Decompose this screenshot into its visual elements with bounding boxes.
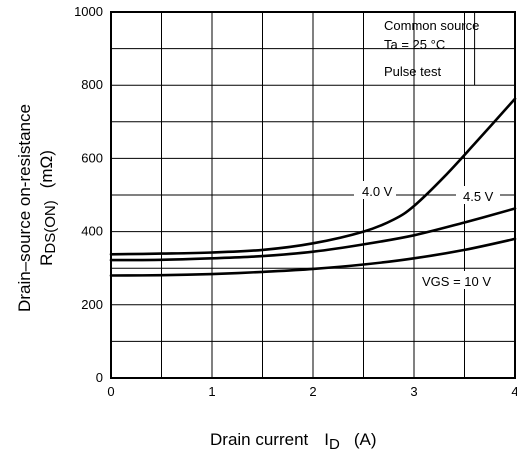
x-tick-label: 2 (309, 384, 316, 399)
label-bg-4v (354, 181, 396, 199)
label-bg-10v (418, 271, 506, 289)
y-axis-label: Drain–source on-resistance RDS(ON)(mΩ) (15, 104, 59, 312)
series-line-0 (109, 97, 517, 256)
condition-line-3: Pulse test (384, 64, 441, 79)
y-tick-label: 400 (81, 224, 103, 239)
condition-line-1: Common source (384, 18, 479, 33)
x-tick-label: 1 (208, 384, 215, 399)
series-group (109, 97, 517, 277)
y-tick-label: 800 (81, 77, 103, 92)
x-axis-label: Drain current ID (A) (210, 430, 377, 453)
plot-frame (110, 11, 516, 379)
y-axis-label-line1: Drain–source on-resistance (15, 104, 34, 312)
x-tick-label: 3 (410, 384, 417, 399)
series-label-4v: 4.0 V (362, 184, 393, 199)
condition-line-2: Ta = 25 °C (384, 37, 445, 52)
series-line-1 (109, 207, 517, 262)
conditions-box: Common source Ta = 25 °C Pulse test (384, 13, 514, 79)
x-tick-label: 4 (511, 384, 517, 399)
y-tick-label: 600 (81, 150, 103, 165)
grid (110, 11, 516, 379)
series-label-45v: 4.5 V (463, 189, 494, 204)
y-tick-label: 1000 (74, 4, 103, 19)
tick-labels: 0 1 2 3 4 0 200 400 600 800 1000 (74, 4, 517, 399)
series-labels: 4.0 V 4.5 V VGS = 10 V (354, 181, 506, 289)
x-tick-label: 0 (107, 384, 114, 399)
series-label-10v: VGS = 10 V (422, 274, 491, 289)
series-line-2 (109, 237, 517, 277)
y-tick-label: 0 (96, 370, 103, 385)
label-bg-45v (456, 186, 500, 204)
y-axis-label-line2: RDS(ON)(mΩ) (37, 150, 59, 266)
y-tick-label: 200 (81, 297, 103, 312)
